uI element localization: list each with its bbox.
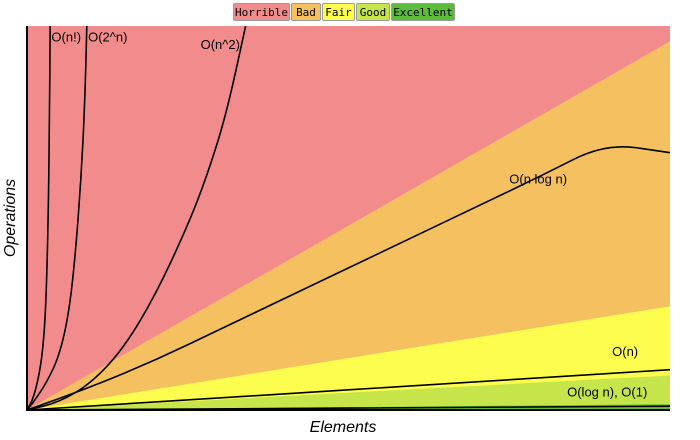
y-axis-title: Operations	[2, 179, 19, 257]
legend-excellent: Excellent	[391, 3, 455, 21]
region-good	[27, 375, 670, 410]
label-o-2-n: O(2^n)	[88, 29, 127, 44]
legend-good: Good	[356, 3, 390, 21]
curve-o-2-n	[26, 25, 88, 411]
curve-o-n	[26, 25, 51, 411]
legend-bad: Bad	[291, 3, 321, 21]
complexity-regions	[27, 26, 670, 411]
label-o-n: O(n)	[612, 344, 638, 359]
x-axis-title: Elements	[310, 419, 377, 436]
label-o-log-n-o-1: O(log n), O(1)	[567, 385, 647, 400]
region-bad	[27, 41, 670, 411]
legend-fair: Fair	[322, 3, 355, 21]
curve-o-n-log-n	[26, 146, 671, 411]
label-o-n-2: O(n^2)	[201, 37, 240, 52]
label-o-n: O(n!)	[51, 29, 81, 44]
label-o-n-log-n: O(n log n)	[509, 171, 567, 186]
legend-horrible: Horrible	[233, 3, 290, 21]
curve-o-n-2	[26, 25, 247, 411]
curve-labels: O(n!) O(2^n) O(n^2) O(n log n) O(n) O(log n),…	[51, 29, 647, 399]
